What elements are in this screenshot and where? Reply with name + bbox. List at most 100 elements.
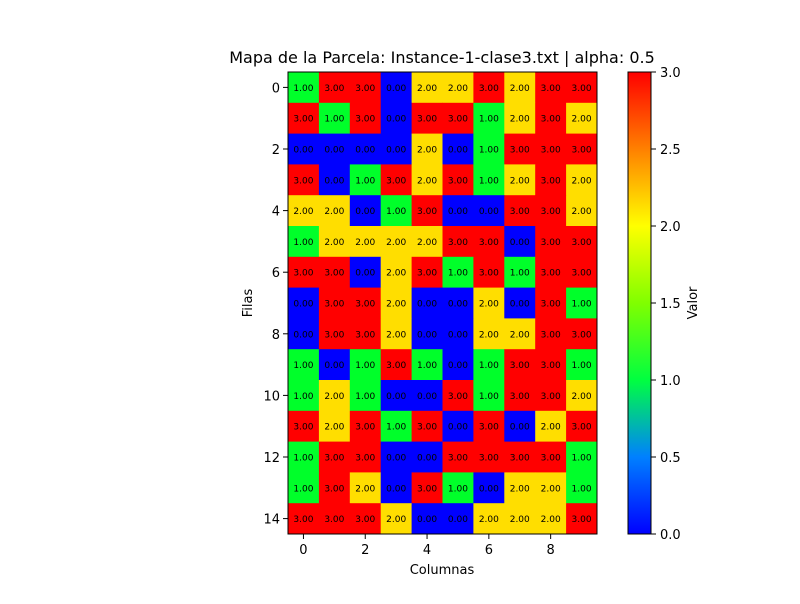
heatmap-cell (380, 72, 412, 104)
heatmap-cell (504, 441, 536, 473)
heatmap-cell (380, 256, 412, 288)
heatmap-cell-value: 0.00 (386, 392, 406, 402)
heatmap-cell-value: 0.00 (324, 176, 344, 186)
heatmap-cell (566, 102, 598, 134)
heatmap-cell-value: 1.00 (293, 392, 313, 402)
heatmap-cell-value: 3.00 (510, 392, 530, 402)
heatmap-cell-value: 1.00 (386, 207, 406, 217)
heatmap-cell (349, 133, 382, 165)
heatmap-cell-value: 2.00 (386, 238, 406, 248)
heatmap-cell (566, 133, 598, 165)
heatmap-cell (349, 287, 382, 319)
heatmap-cell (504, 72, 536, 104)
y-tick-label: 10 (263, 389, 280, 404)
heatmap-cell-value: 2.00 (355, 484, 375, 494)
heatmap-cell-value: 3.00 (355, 515, 375, 525)
heatmap-cell-value: 1.00 (355, 361, 375, 371)
heatmap-cell-value: 2.00 (510, 115, 530, 125)
heatmap-cell (318, 380, 351, 412)
heatmap-cell-value: 2.00 (417, 146, 437, 156)
heatmap-cell (288, 472, 320, 504)
heatmap-cell (380, 349, 412, 381)
heatmap-cell (473, 195, 505, 227)
heatmap-cell (380, 226, 412, 258)
heatmap-cell-value: 2.00 (510, 330, 530, 340)
heatmap-cell-value: 2.00 (510, 515, 530, 525)
heatmap-cell (411, 164, 443, 196)
heatmap-cell-value: 3.00 (479, 269, 499, 279)
heatmap-cell-value: 3.00 (324, 300, 344, 310)
heatmap-cell-value: 0.00 (448, 515, 468, 525)
heatmap-cell-value: 2.00 (510, 484, 530, 494)
heatmap-cell (566, 195, 598, 227)
heatmap-cell-value: 3.00 (324, 269, 344, 279)
heatmap-cell-value: 0.00 (355, 207, 375, 217)
heatmap-cell (473, 441, 505, 473)
heatmap-cell (535, 410, 567, 442)
heatmap-cell-value: 2.00 (355, 238, 375, 248)
heatmap-cell-value: 2.00 (324, 238, 344, 248)
heatmap-cell-value: 1.00 (293, 238, 313, 248)
heatmap-cell-value: 2.00 (479, 300, 499, 310)
heatmap-cell (288, 164, 320, 196)
heatmap-cell-value: 1.00 (572, 361, 592, 371)
heatmap-cell (535, 256, 567, 288)
heatmap-cell-value: 1.00 (479, 392, 499, 402)
heatmap-cell-value: 0.00 (386, 146, 406, 156)
heatmap-cell (349, 195, 382, 227)
colorbar-tick-label: 3.0 (660, 66, 681, 81)
heatmap-cell-value: 3.00 (417, 269, 437, 279)
heatmap-cell-value: 3.00 (386, 361, 406, 371)
heatmap-cell-value: 2.00 (572, 115, 592, 125)
heatmap-cell (380, 380, 412, 412)
heatmap-cell (288, 503, 320, 535)
heatmap-cell-value: 0.00 (417, 330, 437, 340)
heatmap-cell (442, 380, 474, 412)
heatmap-cell (318, 226, 351, 258)
heatmap-cell-value: 2.00 (417, 238, 437, 248)
heatmap-cell-value: 3.00 (355, 454, 375, 464)
heatmap-cell-value: 3.00 (541, 207, 561, 217)
heatmap-cell-value: 2.00 (386, 330, 406, 340)
heatmap-cell-value: 3.00 (293, 515, 313, 525)
heatmap-cell-value: 0.00 (355, 146, 375, 156)
heatmap-cell-value: 3.00 (386, 176, 406, 186)
heatmap-cell (535, 226, 567, 258)
heatmap-cell (504, 164, 536, 196)
heatmap-cell (566, 256, 598, 288)
heatmap-cell (349, 164, 382, 196)
heatmap-cell-value: 3.00 (510, 146, 530, 156)
heatmap-cell-value: 3.00 (541, 176, 561, 186)
heatmap-cell (380, 164, 412, 196)
heatmap-cell (535, 287, 567, 319)
heatmap-cell-value: 3.00 (448, 454, 468, 464)
heatmap-cell (566, 503, 598, 535)
heatmap-cell-value: 1.00 (355, 392, 375, 402)
heatmap-cell (535, 164, 567, 196)
heatmap-cell-value: 3.00 (541, 330, 561, 340)
heatmap-cell (288, 133, 320, 165)
heatmap-cell-value: 3.00 (541, 84, 561, 94)
heatmap-cell-value: 1.00 (448, 484, 468, 494)
heatmap-cell-value: 3.00 (541, 115, 561, 125)
heatmap-cell-value: 2.00 (417, 176, 437, 186)
heatmap-cell-value: 3.00 (355, 423, 375, 433)
heatmap-cell-value: 1.00 (479, 176, 499, 186)
heatmap-cell-value: 1.00 (355, 176, 375, 186)
heatmap-cell (380, 503, 412, 535)
heatmap-cell-value: 3.00 (417, 207, 437, 217)
heatmap-cell (504, 287, 536, 319)
heatmap-cell (349, 349, 382, 381)
heatmap-cell (288, 287, 320, 319)
heatmap-cell-value: 2.00 (324, 392, 344, 402)
heatmap-cell (349, 226, 382, 258)
x-tick-label: 8 (547, 543, 555, 558)
heatmap-cell-value: 1.00 (479, 361, 499, 371)
heatmap-cell-value: 2.00 (479, 330, 499, 340)
heatmap-cell-value: 3.00 (572, 515, 592, 525)
heatmap-cell-value: 2.00 (572, 176, 592, 186)
heatmap-cell-value: 3.00 (541, 454, 561, 464)
heatmap-cell (473, 503, 505, 535)
